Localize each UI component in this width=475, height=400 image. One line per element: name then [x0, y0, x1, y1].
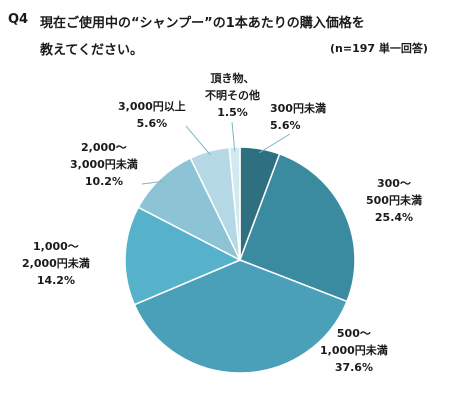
slice-label-line: 2,000円未満 [22, 257, 90, 270]
slice-label-line: 300円未満 [270, 102, 326, 115]
slice-label-4: 1,000～ 2,000円未満 14.2% [22, 238, 90, 289]
slice-percent: 14.2% [36, 274, 75, 287]
slice-percent: 1.5% [217, 106, 248, 119]
slice-label-1: 300円未満 5.6% [270, 100, 326, 134]
leader-line-7 [231, 121, 236, 152]
leader-line-6 [185, 125, 211, 156]
slice-label-6: 3,000円以上 5.6% [118, 98, 186, 132]
pie-slice-3 [133, 259, 348, 374]
chart-title-line-2: 教えてください。 [40, 43, 143, 58]
chart-title-line-1: 現在ご使用中の“シャンプー”の1本あたりの購入価格を [40, 16, 365, 31]
pie-slice-2 [239, 152, 356, 303]
slice-percent: 5.6% [270, 119, 301, 132]
slice-label-line: 3,000円以上 [118, 100, 186, 113]
slice-label-line: 2,000～ [81, 141, 127, 154]
slice-label-line: 3,000円未満 [70, 158, 138, 171]
slice-label-line: 1,000円未満 [320, 344, 388, 357]
slice-label-line: 不明その他 [205, 89, 260, 102]
sample-size-note: (n=197 単一回答) [330, 42, 428, 55]
slice-label-line: 頂き物、 [210, 72, 255, 85]
question-number: Q4 [8, 12, 29, 27]
slice-label-line: 500円未満 [366, 194, 422, 207]
leader-line-5 [141, 180, 164, 185]
slice-label-2: 300～ 500円未満 25.4% [366, 175, 422, 226]
slice-label-line: 1,000～ [33, 240, 79, 253]
slice-percent: 5.6% [136, 117, 168, 130]
slice-percent: 37.6% [334, 361, 373, 374]
slice-percent: 10.2% [84, 175, 123, 188]
slice-label-line: 500～ [336, 327, 371, 340]
pie-slice-4 [124, 206, 242, 306]
slice-label-5: 2,000～ 3,000円未満 10.2% [70, 139, 138, 190]
slice-label-3: 500～ 1,000円未満 37.6% [320, 325, 388, 376]
slice-percent: 25.4% [374, 211, 414, 224]
slice-label-line: 300～ [377, 177, 411, 190]
leader-line-1 [259, 133, 291, 154]
slice-label-7: 頂き物、不明その他 1.5% [205, 70, 260, 121]
pie-slice-5 [137, 157, 242, 262]
